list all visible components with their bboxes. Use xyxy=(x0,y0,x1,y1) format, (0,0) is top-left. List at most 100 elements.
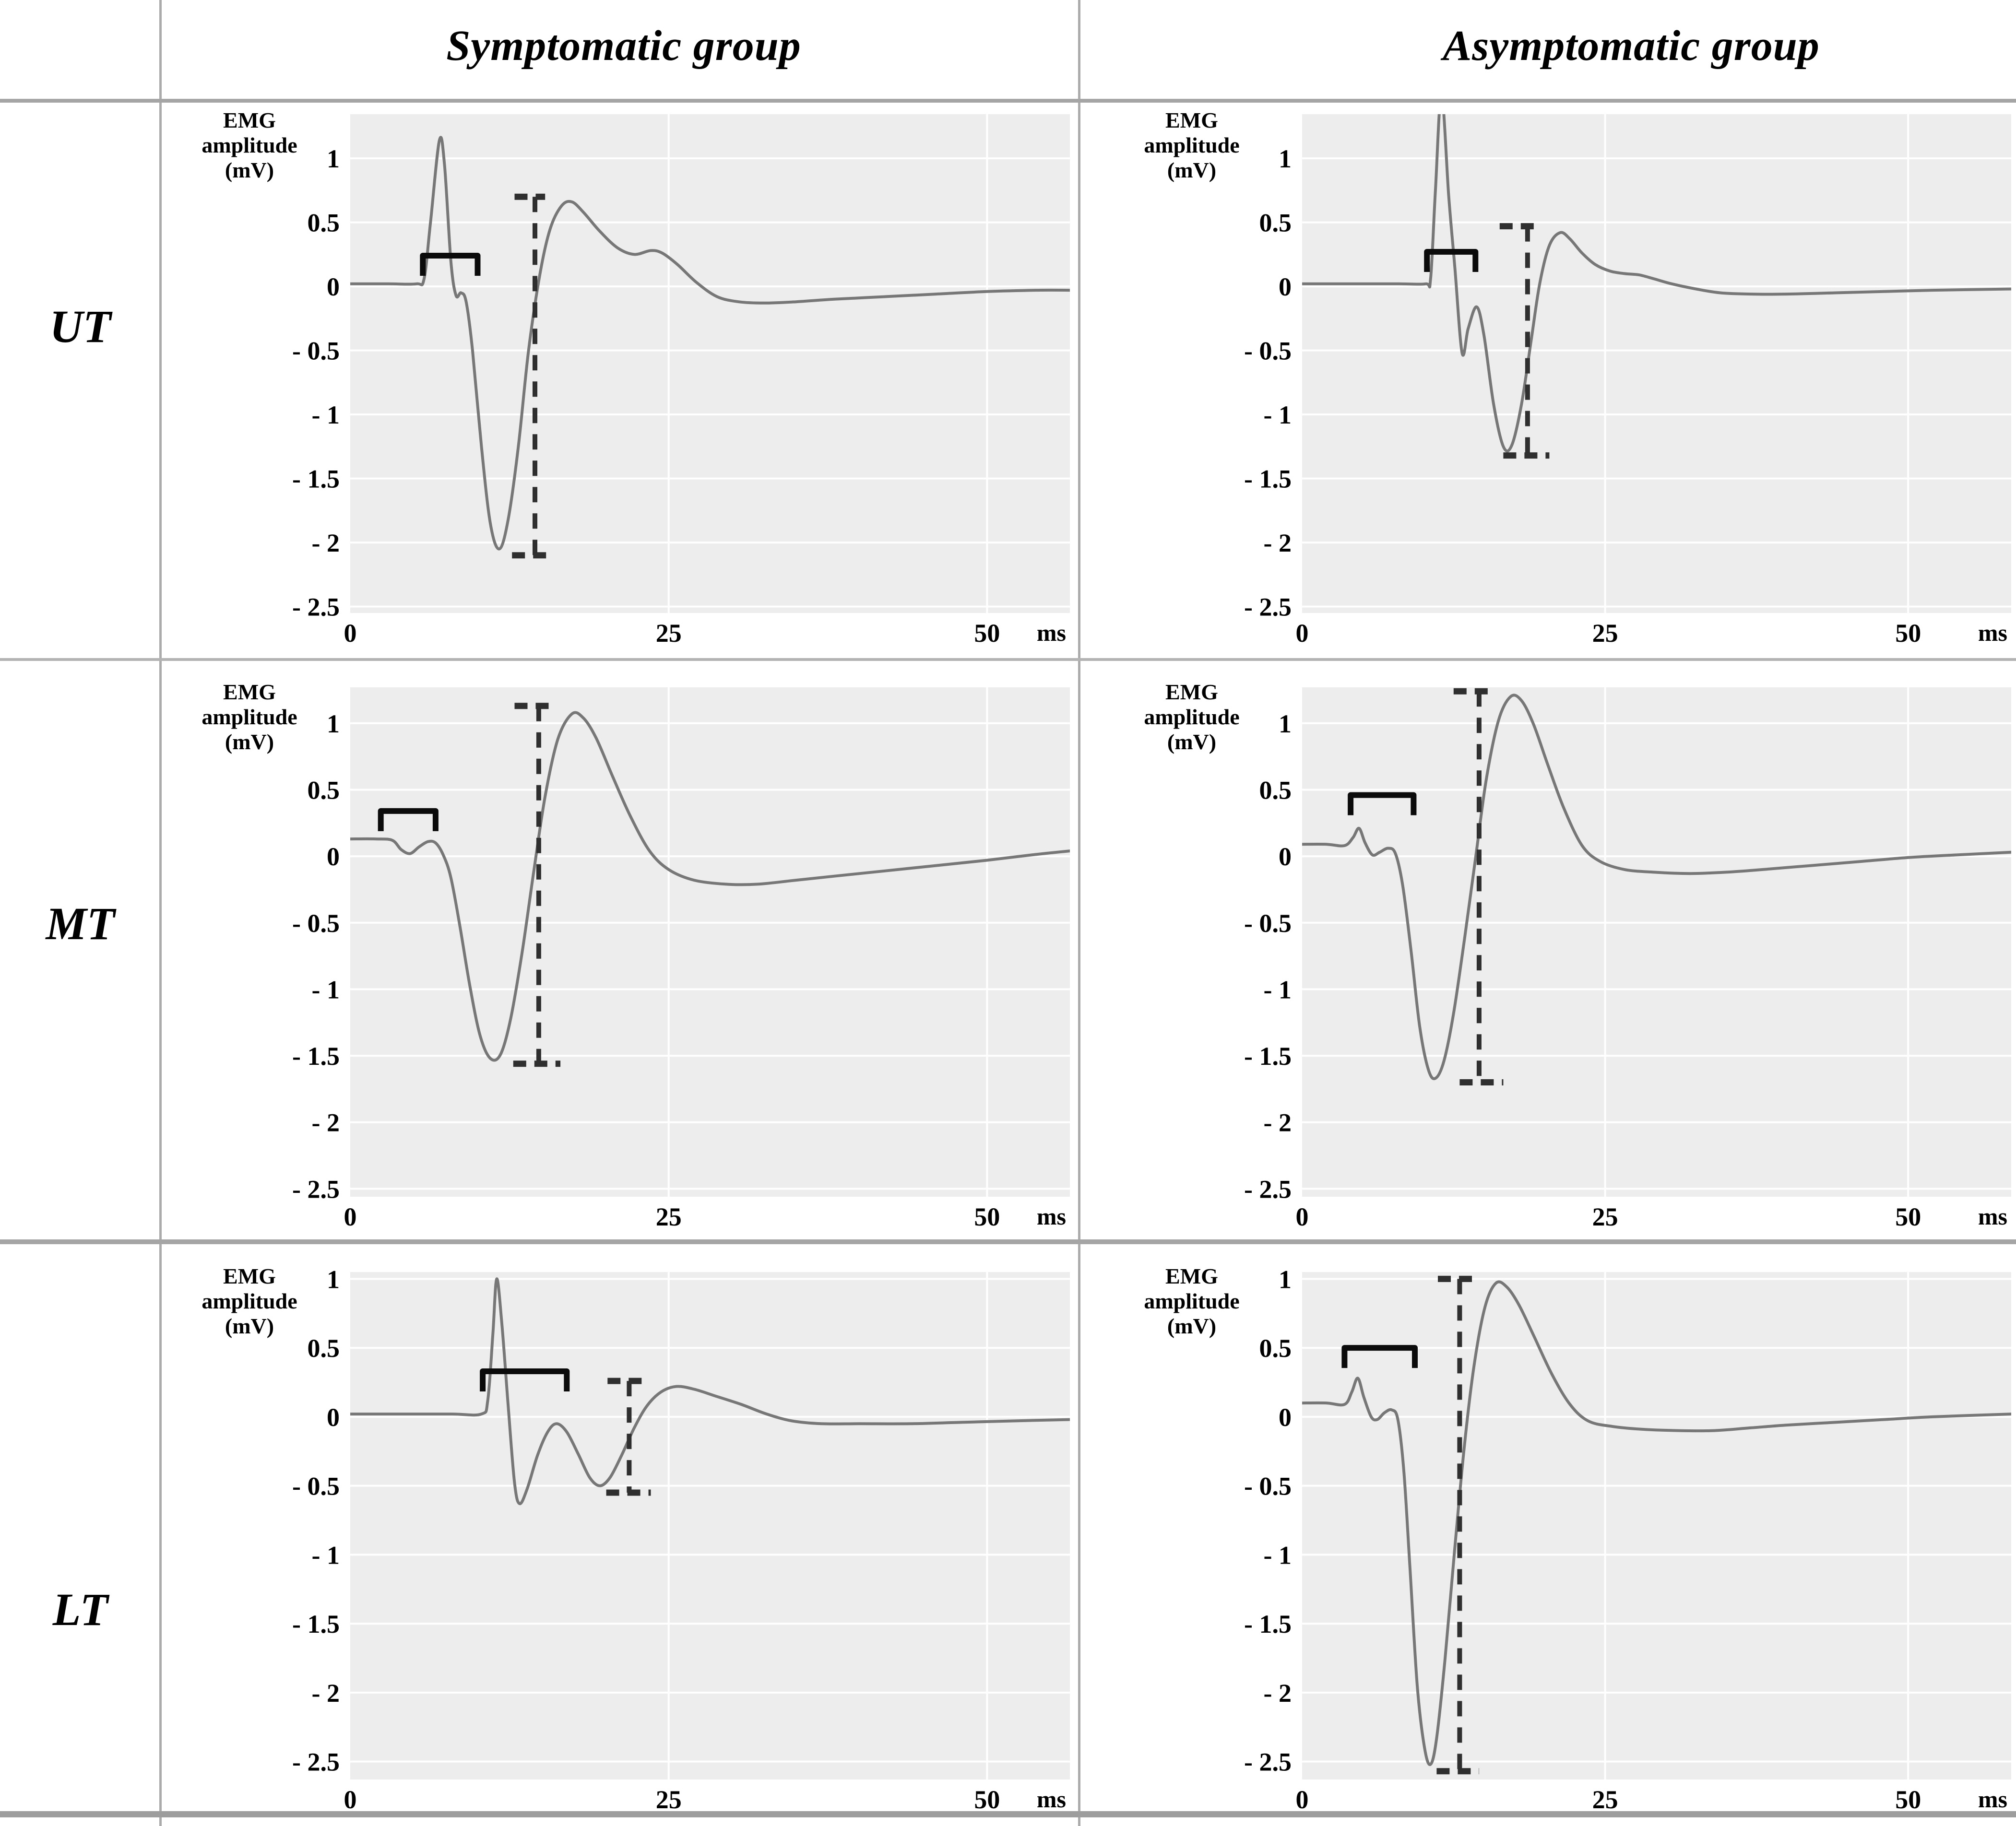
plot-area xyxy=(1302,1272,2011,1779)
x-unit-label: ms xyxy=(1978,1786,2007,1813)
stimulus-onset-bracket xyxy=(378,808,439,831)
y-tick-label: - 2 xyxy=(312,529,340,557)
y-axis-title-line: (mV) xyxy=(225,1314,274,1338)
plot-area xyxy=(350,1272,1070,1779)
y-tick-label: 1 xyxy=(327,709,340,738)
x-tick-label: 25 xyxy=(656,1202,682,1231)
y-tick-label: - 1 xyxy=(1264,1541,1292,1569)
x-tick-label: 25 xyxy=(656,619,682,648)
y-tick-label: 1 xyxy=(327,1265,340,1294)
x-tick-label: 0 xyxy=(344,619,357,648)
y-tick-label: - 1.5 xyxy=(292,1042,340,1071)
y-tick-label: - 1 xyxy=(312,401,340,429)
y-tick-label: 0 xyxy=(327,842,340,871)
x-tick-label: 25 xyxy=(1592,1202,1618,1231)
x-tick-label: 0 xyxy=(1296,1785,1309,1814)
emg-chart-mt-symptomatic: 10.50- 0.5- 1- 1.5- 2- 2.50 25 50 msEMGampl… xyxy=(202,680,1070,1231)
x-tick-label: 50 xyxy=(1895,1785,1921,1814)
y-tick-label: 0 xyxy=(1279,842,1292,871)
x-tick-label: 0 xyxy=(344,1785,357,1814)
x-tick-label: 0 xyxy=(1296,1202,1309,1231)
row-label-lt: LT xyxy=(52,1584,108,1635)
y-tick-label: - 1.5 xyxy=(1244,465,1292,494)
y-tick-label: - 0.5 xyxy=(292,1472,340,1501)
y-tick-label: - 2.5 xyxy=(1244,1748,1292,1777)
amplitude-marker xyxy=(512,193,553,559)
y-axis-title-line: amplitude xyxy=(1144,705,1239,729)
y-tick-label: - 1 xyxy=(1264,401,1292,429)
x-tick-label: 0 xyxy=(1296,619,1309,648)
y-axis-title-line: (mV) xyxy=(225,730,274,754)
plot-area xyxy=(350,687,1070,1197)
y-tick-label: - 1.5 xyxy=(292,1610,340,1638)
gridlines xyxy=(1302,114,2011,613)
x-unit-label: ms xyxy=(1037,1203,1066,1230)
y-axis-title-line: EMG xyxy=(223,108,276,132)
x-unit-label: ms xyxy=(1037,1786,1066,1813)
vertical-divider-labels xyxy=(159,0,162,1826)
y-axis-title-line: amplitude xyxy=(202,1289,297,1313)
x-tick-label: 25 xyxy=(1592,1785,1618,1814)
y-tick-label: - 2.5 xyxy=(292,593,340,622)
chart-cell-mt-asymptomatic: 1 0.5 0- 0.5- 1- 1.5- 2- 2.5 0 25 50 ms EMG ampl… xyxy=(1080,661,2016,1239)
y-tick-label: - 0.5 xyxy=(1244,1472,1292,1501)
amplitude-marker xyxy=(1453,688,1504,1085)
y-tick-label: 0 xyxy=(1279,1403,1292,1432)
y-tick-label: - 0.5 xyxy=(292,337,340,365)
y-axis-title-line: amplitude xyxy=(1144,1289,1239,1313)
x-unit-label: ms xyxy=(1978,1203,2007,1230)
y-axis-title-line: (mV) xyxy=(1167,1314,1216,1338)
gridlines xyxy=(1302,687,2011,1197)
row-label-mt: MT xyxy=(46,898,115,949)
y-tick-label: 0.5 xyxy=(1259,209,1292,237)
y-axis-title-line: amplitude xyxy=(1144,133,1239,157)
y-axis-title-line: (mV) xyxy=(1167,158,1216,182)
y-tick-label: - 2.5 xyxy=(292,1748,340,1777)
stimulus-onset-bracket xyxy=(1348,792,1417,815)
stimulus-onset-bracket xyxy=(420,253,481,276)
amplitude-marker xyxy=(606,1378,651,1496)
plot-area xyxy=(1302,687,2011,1197)
column-header-asymptomatic: Asymptomatic group xyxy=(1443,22,1820,70)
stimulus-onset-bracket xyxy=(1341,1345,1418,1368)
x-unit-label: ms xyxy=(1037,619,1066,646)
emg-waveform xyxy=(350,136,1070,551)
x-tick-label: 0 xyxy=(344,1202,357,1231)
y-axis-title-line: EMG xyxy=(1165,108,1218,132)
y-tick-label: - 2 xyxy=(312,1108,340,1137)
chart-cell-ut-symptomatic: 1 0.5 0- 0.5- 1- 1.5- 2- 2.5 0 25 50 ms EMG ampl… xyxy=(161,101,1079,660)
y-tick-label: 0 xyxy=(327,1403,340,1432)
x-tick-label: 25 xyxy=(656,1785,682,1814)
emg-chart-ut-asymptomatic: 10.50- 0.5- 1- 1.5- 2- 2.50 25 50 msEMGampl… xyxy=(1144,108,2011,648)
y-axis-title-line: amplitude xyxy=(202,705,297,729)
y-tick-label: - 0.5 xyxy=(292,909,340,938)
y-tick-label: 0.5 xyxy=(308,209,340,237)
plot-area xyxy=(350,114,1070,613)
y-tick-label: - 1 xyxy=(312,975,340,1004)
y-tick-label: - 0.5 xyxy=(1244,337,1292,365)
chart-cell-mt-symptomatic: 1 0.5 0- 0.5- 1- 1.5- 2- 2.5 0 25 50 ms EMG ampl… xyxy=(161,661,1079,1239)
y-tick-label: 0.5 xyxy=(1259,776,1292,805)
gridlines xyxy=(350,1272,1070,1779)
y-tick-label: - 1 xyxy=(312,1541,340,1569)
y-tick-label: - 2.5 xyxy=(1244,1175,1292,1203)
y-tick-label: - 1.5 xyxy=(1244,1610,1292,1638)
horizontal-divider-ut-mt xyxy=(0,658,2016,661)
emg-waveform xyxy=(1302,694,2011,1080)
emg-waveform xyxy=(350,711,1070,1062)
stimulus-onset-bracket xyxy=(480,1368,570,1391)
y-axis-title-line: (mV) xyxy=(225,158,274,182)
horizontal-divider-bottom xyxy=(0,1811,2016,1817)
y-tick-label: 0.5 xyxy=(308,1334,340,1363)
y-tick-label: 0.5 xyxy=(1259,1334,1292,1363)
x-tick-label: 50 xyxy=(1895,1202,1921,1231)
chart-cell-lt-asymptomatic: 1 0.5 0- 0.5- 1- 1.5- 2- 2.5 0 25 50 ms EMG ampl… xyxy=(1080,1244,2016,1826)
y-tick-label: - 2.5 xyxy=(292,1175,340,1203)
emg-chart-ut-symptomatic: 10.50- 0.5- 1- 1.5- 2- 2.50 25 50 msEMGampl… xyxy=(202,108,1070,648)
y-tick-label: 1 xyxy=(1279,1265,1292,1294)
stimulus-onset-bracket xyxy=(1424,249,1479,272)
y-tick-label: - 1.5 xyxy=(292,465,340,494)
y-tick-label: 0 xyxy=(327,272,340,301)
gridlines xyxy=(350,114,1070,613)
